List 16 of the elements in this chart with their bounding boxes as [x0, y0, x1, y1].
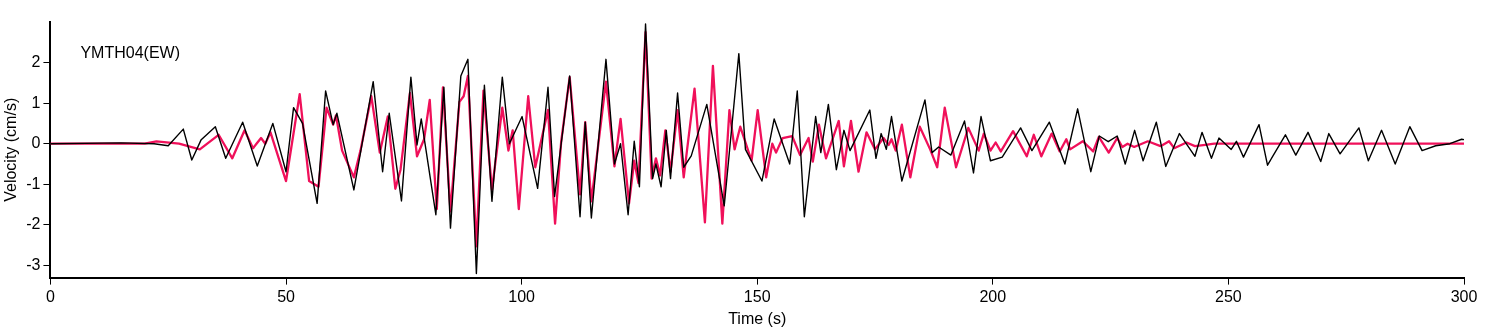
y-tick-label: 2: [31, 52, 41, 70]
x-tick-label: 300: [1450, 287, 1478, 305]
y-tick-label: -3: [26, 255, 41, 273]
x-axis-title: Time (s): [728, 309, 787, 327]
x-tick-label: 200: [979, 287, 1007, 305]
y-tick-label: -1: [26, 174, 41, 192]
x-tick-label: 250: [1215, 287, 1242, 305]
y-tick-label: 1: [31, 93, 41, 111]
x-tick-label: 50: [277, 287, 296, 305]
x-tick-label: 100: [508, 287, 536, 305]
y-axis-title: Velocity (cm/s): [2, 97, 20, 202]
annotation: YMTH04(EW): [80, 44, 180, 62]
x-tick-label: 150: [743, 287, 771, 305]
x-tick-label: 0: [45, 287, 55, 305]
y-tick-label: 0: [31, 134, 41, 152]
y-tick-label: -2: [26, 215, 41, 233]
